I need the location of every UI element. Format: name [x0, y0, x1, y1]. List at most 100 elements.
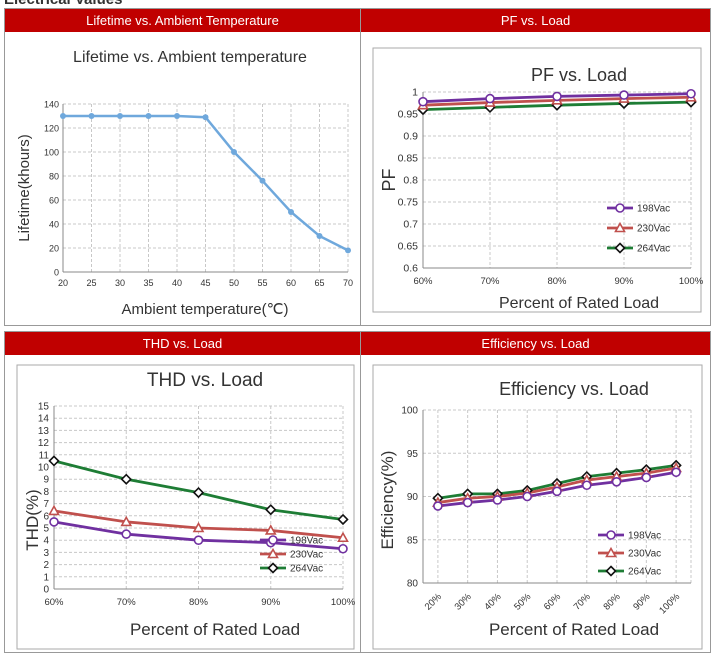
- legend-label: 264Vac: [628, 567, 661, 578]
- data-point-198Vac: [485, 93, 495, 104]
- x-tick-label: 100%: [331, 597, 356, 608]
- data-point-198Vac: [49, 517, 59, 527]
- data-point: [60, 113, 66, 119]
- y-tick-label: 1: [43, 572, 49, 583]
- y-axis-label: PF: [379, 168, 399, 191]
- legend-marker-198Vac: [606, 530, 616, 540]
- data-point-264Vac: [192, 486, 205, 499]
- legend-marker-264Vac: [605, 565, 617, 577]
- x-tick-label: 20: [58, 278, 68, 288]
- y-tick-label: 0.65: [398, 241, 419, 253]
- y-tick-label: 0.95: [398, 109, 419, 121]
- y-tick-label: 85: [407, 535, 419, 546]
- lifetime-panel-header: Lifetime vs. Ambient Temperature: [5, 9, 360, 32]
- efficiency-panel-header: Efficiency vs. Load: [361, 332, 710, 355]
- y-tick-label: 2: [43, 560, 49, 571]
- data-point-230Vac: [264, 524, 277, 535]
- data-point-264Vac: [337, 513, 349, 526]
- x-tick-label: 90%: [614, 276, 634, 287]
- data-point: [259, 177, 266, 184]
- y-tick-label: 40: [49, 220, 59, 230]
- x-axis-label: Percent of Rated Load: [499, 295, 659, 312]
- data-point: [202, 114, 209, 121]
- data-point-198Vac: [193, 535, 204, 545]
- y-tick-label: 5: [43, 524, 49, 535]
- pf-chart: PF vs. Load 0.6 0.65 0.7 0.75 0.8 0.85 0.9 0.95 1…: [372, 47, 704, 313]
- legend-marker-198Vac: [268, 535, 278, 545]
- y-tick-label: 0.8: [403, 175, 418, 187]
- data-point-198Vac: [418, 96, 428, 107]
- x-tick-label: 55: [257, 278, 267, 288]
- y-tick-label: 80: [49, 172, 59, 182]
- y-tick-label: 14: [38, 414, 50, 425]
- x-tick-label: 50: [229, 278, 239, 288]
- x-tick-label: 25: [86, 278, 96, 288]
- lifetime-panel: Lifetime vs. Ambient Temperature Lifetim…: [4, 8, 361, 326]
- data-point-198Vac: [671, 467, 681, 478]
- x-tick-label: 45: [200, 278, 210, 288]
- thd-panel: THD vs. Load THD vs. Load 0 1 2 3 4 5 6 7 8 9 10 11 1…: [4, 331, 361, 653]
- data-point: [345, 247, 351, 254]
- data-point-230Vac: [120, 515, 133, 527]
- thd-panel-header: THD vs. Load: [5, 332, 360, 355]
- data-point: [316, 233, 323, 239]
- y-tick-label: 11: [39, 450, 50, 461]
- data-point-198Vac: [338, 543, 348, 554]
- x-tick-label: 80%: [189, 597, 209, 608]
- data-point-198Vac: [522, 491, 533, 502]
- y-tick-label: 4: [43, 536, 49, 547]
- y-tick-label: 100: [401, 406, 418, 417]
- data-point: [117, 113, 123, 119]
- y-tick-label: 9: [43, 475, 49, 486]
- data-point-198Vac: [611, 476, 622, 487]
- y-tick-label: 0.85: [398, 153, 419, 165]
- data-point: [231, 149, 237, 155]
- y-tick-label: 8: [43, 487, 49, 498]
- y-axis-label: Lifetime(khours): [16, 134, 33, 242]
- data-point-264Vac: [48, 455, 60, 467]
- chart-title: Lifetime vs. Ambient temperature: [73, 49, 307, 66]
- legend-marker-198Vac: [615, 203, 625, 213]
- y-tick-label: 90: [407, 492, 419, 503]
- legend-marker-230Vac: [267, 547, 279, 559]
- chart-frame: [372, 364, 703, 650]
- x-axis-label: Ambient temperature(℃): [122, 301, 289, 318]
- data-point: [288, 209, 294, 215]
- chart-title: PF vs. Load: [531, 65, 627, 85]
- legend-marker-230Vac: [605, 546, 617, 558]
- legend-label: 230Vac: [628, 549, 661, 560]
- y-tick-label: 0.9: [403, 131, 418, 143]
- pf-panel: PF vs. Load PF vs. Load 0.6 0.65 0.7 0.75 0.8…: [360, 8, 711, 326]
- legend-label: 264Vac: [637, 244, 670, 255]
- data-point-198Vac: [552, 91, 562, 102]
- x-axis-label: Percent of Rated Load: [489, 620, 659, 639]
- data-point: [174, 113, 180, 119]
- data-point-264Vac: [265, 504, 277, 516]
- y-tick-label: 7: [43, 499, 49, 510]
- y-tick-label: 0: [54, 268, 59, 278]
- y-tick-label: 60: [49, 196, 59, 206]
- data-point-198Vac: [686, 88, 696, 99]
- data-point-230Vac: [48, 504, 60, 516]
- y-tick-label: 10: [38, 463, 50, 474]
- data-point: [88, 113, 95, 119]
- data-point-198Vac: [619, 90, 629, 100]
- data-point-198Vac: [492, 495, 503, 505]
- x-tick-label: 40: [172, 278, 182, 288]
- x-tick-label: 70%: [480, 276, 500, 287]
- x-tick-label: 60: [286, 278, 296, 288]
- y-tick-label: 100: [44, 148, 59, 158]
- data-point-198Vac: [641, 472, 652, 483]
- x-tick-label: 30: [115, 278, 125, 288]
- y-tick-label: 120: [44, 124, 59, 134]
- efficiency-panel: Efficiency vs. Load Efficiency vs. Load 8…: [360, 331, 711, 653]
- chart-title: Efficiency vs. Load: [499, 379, 649, 399]
- x-tick-label: 70: [343, 278, 353, 288]
- legend-marker-264Vac: [614, 242, 626, 254]
- x-tick-label: 100%: [679, 276, 704, 287]
- y-tick-label: 0.75: [398, 197, 419, 209]
- y-tick-label: 20: [49, 244, 59, 254]
- x-tick-label: 90%: [261, 597, 281, 608]
- legend-label: 198Vac: [628, 531, 661, 542]
